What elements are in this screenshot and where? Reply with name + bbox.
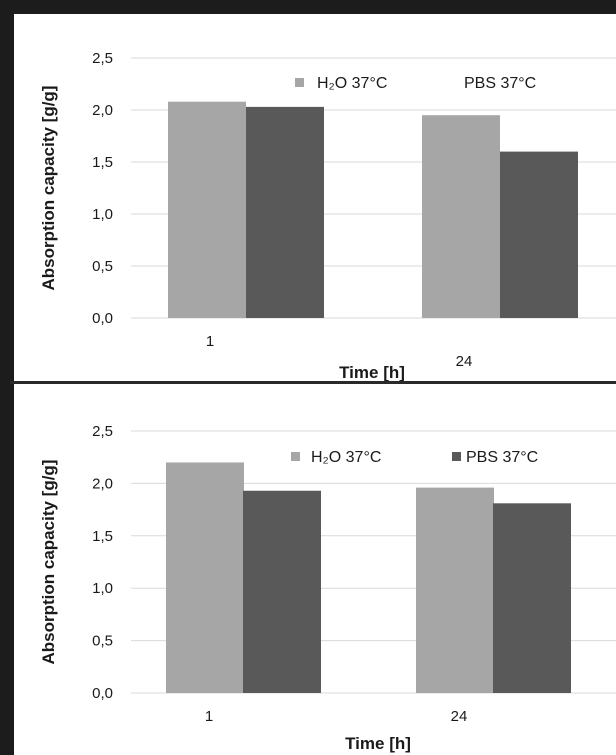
y-axis-title: Absorption capacity [g/g] [39,460,58,665]
bar-chart: 0,0 0,5 1,0 1,5 2,0 2,5 1 24 Time [h] Absorption … [39,423,616,753]
y-tick-label: 0,5 [92,258,113,275]
x-tick-label: 24 [451,708,468,725]
y-tick-label: 0,0 [92,310,113,327]
bar-h2o-24h [416,487,494,693]
y-tick-label: 2,0 [92,102,113,119]
legend-marker [295,78,304,87]
x-axis-title: Time [h] [339,363,405,382]
chart-panel-bottom: 0,0 0,5 1,0 1,5 2,0 2,5 1 24 Time [h] Absorption … [14,384,616,755]
bar-pbs-24h [500,151,578,318]
legend-marker [452,452,461,461]
bar-pbs-24h [493,503,571,693]
legend-label: PBS 37°C [464,75,536,92]
y-tick-label: 0,5 [92,633,113,650]
y-axis-title: Absorption capacity [g/g] [39,86,58,291]
x-tick-label: 1 [205,708,213,725]
bar-h2o-24h [422,115,500,318]
y-tick-label: 1,0 [92,580,113,597]
bar-h2o-1h [166,462,244,693]
legend-label: H₂O 37°C [317,75,387,92]
y-tick-label: 2,5 [92,50,113,67]
y-tick-label: 2,0 [92,475,113,492]
x-tick-label: 1 [206,333,214,350]
bar-pbs-1h [246,106,324,318]
panel-divider [10,381,616,384]
y-tick-label: 1,5 [92,154,113,171]
bar-pbs-1h [243,490,321,693]
chart-panel-top: 0,0 0,5 1,0 1,5 2,0 2,5 1 24 Time [h] Absorption … [14,14,616,382]
y-tick-label: 1,5 [92,528,113,545]
legend-label: H₂O 37°C [311,449,381,466]
x-axis-title: Time [h] [345,734,411,753]
bar-chart: 0,0 0,5 1,0 1,5 2,0 2,5 1 24 Time [h] Absorption … [39,50,616,382]
y-tick-label: 1,0 [92,206,113,223]
legend-label: PBS 37°C [466,449,538,466]
bar-h2o-1h [168,101,246,319]
y-tick-label: 2,5 [92,423,113,440]
x-tick-label: 24 [456,353,473,370]
legend-marker [291,452,300,461]
y-tick-label: 0,0 [92,685,113,702]
